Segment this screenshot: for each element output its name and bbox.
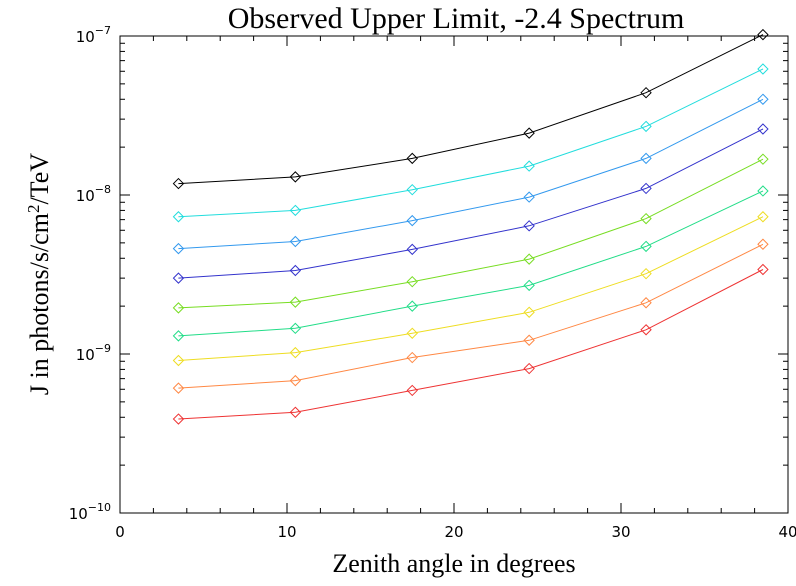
data-point xyxy=(289,235,302,248)
data-point xyxy=(523,253,535,265)
data-point xyxy=(523,279,535,292)
data-point xyxy=(523,191,535,203)
y-axis-label-suffix: /TeV xyxy=(25,153,54,205)
data-point xyxy=(172,413,185,425)
data-point xyxy=(406,183,418,196)
data-point xyxy=(172,382,185,394)
y-axis-label-prefix: J in photons/s/cm xyxy=(25,213,54,395)
data-point xyxy=(640,297,652,309)
data-point xyxy=(757,63,769,75)
data-point xyxy=(757,263,769,276)
series-line-6 xyxy=(178,190,764,337)
series-line-9 xyxy=(178,269,764,420)
chart-title: Observed Upper Limit, -2.4 Spectrum xyxy=(228,2,685,35)
series-line-7 xyxy=(178,216,764,361)
y-tick-label: 10−8 xyxy=(76,183,111,205)
y-tick-label: 10−7 xyxy=(76,24,111,46)
series-line-5 xyxy=(178,158,764,309)
data-point xyxy=(523,362,535,375)
data-point xyxy=(406,243,418,256)
data-point xyxy=(523,160,535,172)
data-point xyxy=(640,240,652,253)
data-point xyxy=(757,211,769,223)
data-point xyxy=(289,264,302,277)
x-axis: 0 10 20 30 40 xyxy=(115,36,796,541)
y-axis-label-sup: 2 xyxy=(24,205,43,214)
series-line-4 xyxy=(178,128,764,279)
data-point xyxy=(523,334,535,346)
data-point xyxy=(289,406,302,418)
series-line-3 xyxy=(178,98,764,250)
data-point xyxy=(757,185,769,197)
data-point xyxy=(172,302,185,314)
y-axis-label: J in photons/s/cm2/TeV xyxy=(24,153,54,395)
plot-frame xyxy=(119,35,789,514)
data-point xyxy=(757,28,769,41)
data-point xyxy=(757,238,769,250)
data-point xyxy=(289,171,302,183)
data-point xyxy=(406,275,418,288)
data-point xyxy=(406,384,418,397)
data-point xyxy=(289,346,302,359)
data-point xyxy=(289,204,302,217)
y-tick-label: 10−9 xyxy=(76,342,111,364)
data-point xyxy=(640,324,652,336)
x-tick-label: 0 xyxy=(115,523,125,541)
x-axis-label: Zenith angle in degrees xyxy=(332,549,575,578)
data-point xyxy=(757,123,769,135)
data-point xyxy=(523,220,535,232)
data-point xyxy=(172,330,185,342)
series-line-1 xyxy=(178,34,764,185)
x-tick-label: 30 xyxy=(611,523,630,541)
data-point xyxy=(757,153,769,165)
data-point xyxy=(523,306,535,318)
data-point xyxy=(523,127,535,139)
data-point xyxy=(172,272,185,284)
data-point xyxy=(289,296,302,308)
data-point xyxy=(640,182,652,195)
data-point xyxy=(406,351,418,364)
data-point xyxy=(406,152,418,165)
data-point xyxy=(172,177,185,190)
data-point xyxy=(172,242,185,255)
data-point xyxy=(172,211,185,223)
data-point xyxy=(289,322,302,335)
plot-area xyxy=(172,28,769,425)
y-tick-label: 10−10 xyxy=(69,501,111,523)
data-point xyxy=(757,93,769,105)
data-point xyxy=(406,214,418,227)
data-point xyxy=(640,86,652,99)
x-tick-label: 40 xyxy=(778,523,796,541)
data-point xyxy=(640,212,652,225)
data-point xyxy=(289,374,302,387)
series-line-2 xyxy=(178,68,764,218)
data-point xyxy=(406,300,418,312)
data-point xyxy=(640,120,652,133)
data-point xyxy=(172,354,185,367)
data-point xyxy=(406,327,418,339)
x-tick-label: 20 xyxy=(444,523,463,541)
series-line-8 xyxy=(178,243,764,389)
x-tick-label: 10 xyxy=(277,523,296,541)
y-axis: 10−10 10−9 10−8 10−7 xyxy=(69,24,788,523)
data-point xyxy=(640,267,652,280)
data-point xyxy=(640,152,652,165)
